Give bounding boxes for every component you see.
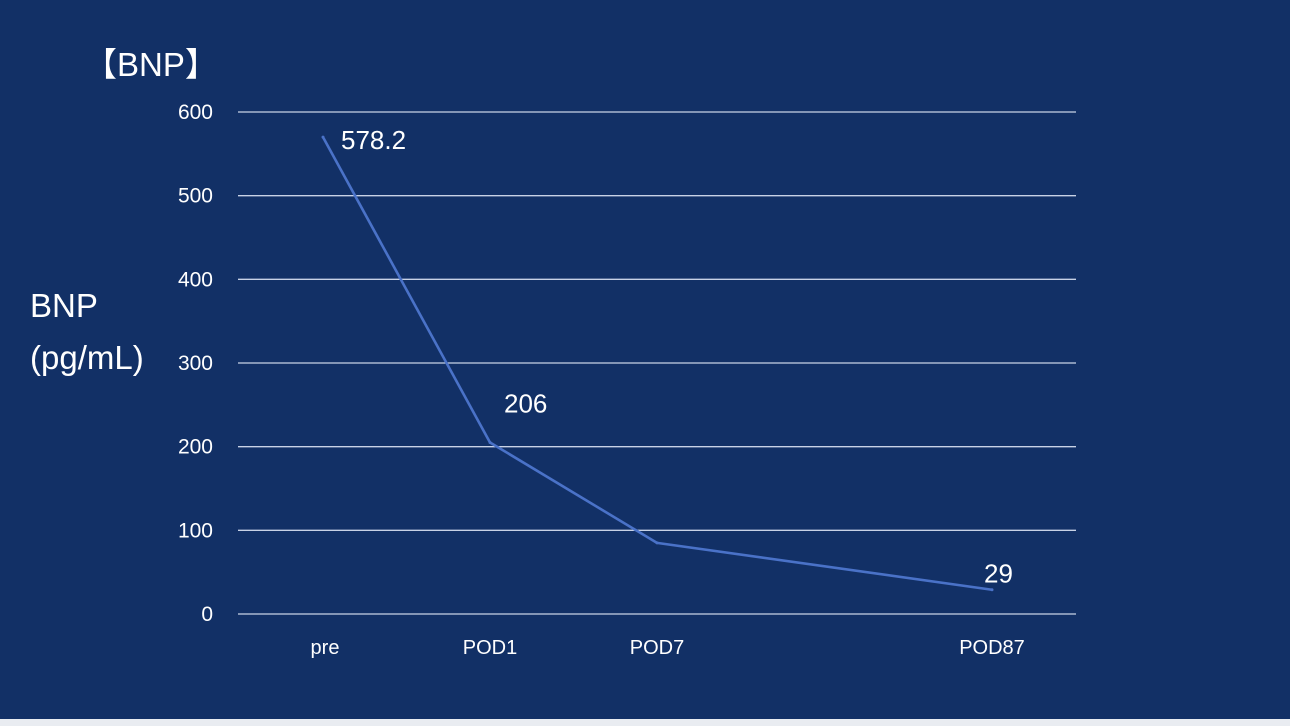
y-tick-label: 500 [178,185,213,208]
bottom-strip [0,719,1290,726]
series-line [321,136,993,592]
x-tick-label: POD7 [630,637,684,659]
y-tick-label: 100 [178,519,213,542]
y-tick-label: 300 [178,352,213,375]
y-tick-label: 0 [201,603,213,626]
data-point [321,135,325,139]
x-tick-label: POD87 [959,637,1025,659]
y-tick-label: 400 [178,268,213,291]
y-axis-label-line-1: BNP [30,287,98,324]
data-label: 29 [984,559,1013,589]
x-tick-label: POD1 [463,637,517,659]
y-tick-label: 600 [178,101,213,124]
y-tick-label: 200 [178,436,213,459]
data-point [488,440,492,444]
data-point [990,588,994,592]
x-tick-label: pre [311,637,340,659]
data-point [655,541,659,545]
data-label: 206 [504,388,547,418]
data-label: 578.2 [341,125,406,155]
chart-title: 【BNP】 [84,46,218,83]
y-axis-label-line-2: (pg/mL) [30,339,144,376]
